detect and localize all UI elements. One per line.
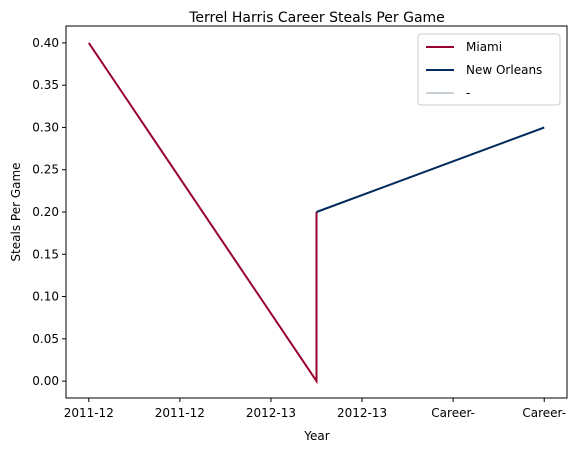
- y-tick-label: 0.05: [32, 332, 59, 346]
- y-tick-label: 0.10: [32, 290, 59, 304]
- plot-area: [87, 42, 545, 385]
- legend-label: Miami: [466, 40, 502, 54]
- x-axis-label: Year: [303, 429, 329, 443]
- y-tick-label: 0.15: [32, 247, 59, 261]
- x-tick-label: Career-: [522, 406, 566, 420]
- y-axis-label: Steals Per Game: [9, 162, 23, 261]
- x-tick-label: 2011-12: [155, 406, 205, 420]
- x-tick-label: 2012-13: [246, 406, 296, 420]
- legend: Miami New Orleans -: [417, 33, 561, 106]
- legend-label: -: [466, 86, 470, 100]
- y-tick-label: 0.35: [32, 78, 59, 92]
- x-tick-label: 2012-13: [337, 406, 387, 420]
- y-tick-label: 0.30: [32, 120, 59, 134]
- series-line-2: [316, 126, 545, 213]
- chart-title: Terrel Harris Career Steals Per Game: [188, 10, 445, 26]
- y-axis: 0.00 0.05 0.10 0.15 0.20 0.25 0.30 0.35 0.40: [32, 36, 66, 388]
- legend-label: New Orleans: [466, 63, 542, 77]
- x-tick-label: 2011-12: [64, 406, 114, 420]
- y-tick-label: 0.00: [32, 374, 59, 388]
- x-tick-label: Career-: [431, 406, 475, 420]
- series-line-1: [87, 42, 318, 385]
- y-tick-label: 0.40: [32, 36, 59, 50]
- y-tick-label: 0.25: [32, 163, 59, 177]
- y-tick-label: 0.20: [32, 205, 59, 219]
- x-axis: 2011-12 2011-12 2012-13 2012-13 Career- Caree…: [64, 398, 566, 420]
- legend-box: [417, 33, 561, 106]
